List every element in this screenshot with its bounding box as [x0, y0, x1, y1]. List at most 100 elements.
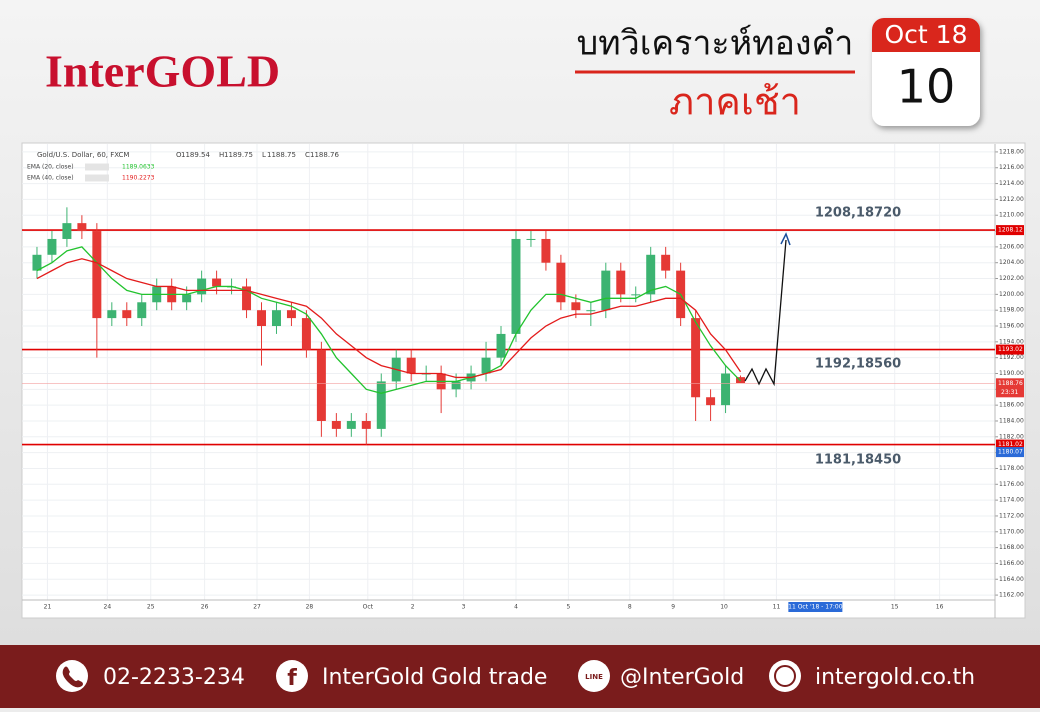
legend-name: EMA (40, close): [27, 175, 74, 182]
y-tick-label: 1168.00: [999, 544, 1024, 551]
x-tick-label: 26: [201, 604, 209, 611]
ohlc-value: 1189.75: [224, 151, 253, 159]
candle-body: [556, 262, 566, 303]
candle-body: [496, 333, 506, 358]
candle-body: [47, 238, 57, 255]
chart-panel: [21, 142, 1026, 619]
legend-value: 1190.2273: [122, 175, 155, 182]
x-tick-label: 27: [253, 604, 261, 611]
legend-name: EMA (20, close): [27, 164, 74, 171]
subtitle: ภาคเช้า: [669, 80, 801, 124]
x-tick-label: 3: [462, 604, 466, 611]
y-tick-label: 1206.00: [999, 243, 1024, 250]
y-tick-label: 1190.00: [999, 370, 1024, 377]
candle-body: [706, 397, 716, 406]
candle-body: [601, 270, 611, 311]
cursor-label: 11 Oct '18 - 17:00: [788, 604, 843, 611]
symbol: Gold/U.S. Dollar, 60, FXCM: [37, 151, 129, 159]
x-tick-label: 21: [44, 604, 52, 611]
level-badge: [996, 225, 1024, 236]
candle-body: [346, 420, 356, 429]
web-glyph: [774, 665, 796, 687]
y-tick-label: 1186.00: [999, 402, 1024, 409]
phone: 02-2233-234: [103, 665, 245, 690]
level-badge-label: 1208.12: [998, 227, 1023, 234]
candle-body: [361, 420, 371, 429]
line-glyph: LINE: [585, 673, 603, 681]
projection-arrow: [780, 232, 791, 246]
x-tick-label: 24: [104, 604, 112, 611]
cursor-label-bg: [788, 602, 843, 612]
ohlc-value: 1189.54: [181, 151, 210, 159]
candle-body: [451, 381, 461, 390]
y-tick-label: 1166.00: [999, 560, 1024, 567]
ohlc-letter: L: [262, 151, 266, 159]
level-badge-label: 1193.02: [998, 346, 1023, 353]
ohlc-value: 1188.76: [310, 151, 339, 159]
ohlc-letter: H: [219, 151, 224, 159]
x-tick-label: 11: [773, 604, 781, 611]
ohlc-letter: O: [176, 151, 182, 159]
x-tick-label: 25: [147, 604, 155, 611]
y-tick-label: 1212.00: [999, 196, 1024, 203]
x-tick-label: 15: [891, 604, 899, 611]
y-tick-label: 1192.00: [999, 354, 1024, 361]
countdown: 23:31: [1001, 389, 1018, 396]
last-price-badge: [996, 378, 1024, 398]
title: บทวิเคราะห์ทองคำ: [577, 24, 854, 64]
y-tick-label: 1214.00: [999, 180, 1024, 187]
y-tick-label: 1216.00: [999, 164, 1024, 171]
legend-chip: [85, 174, 109, 182]
y-tick-label: 1184.00: [999, 417, 1024, 424]
x-tick-label: 2: [411, 604, 415, 611]
y-tick-label: 1174.00: [999, 497, 1024, 504]
ema-line: [36, 258, 742, 379]
y-tick-label: 1198.00: [999, 307, 1024, 314]
legend-value: 1189.0633: [122, 164, 155, 171]
x-tick-label: 16: [936, 604, 944, 611]
candle-body: [242, 286, 252, 311]
y-tick-label: 1210.00: [999, 212, 1024, 219]
y-tick-label: 1200.00: [999, 291, 1024, 298]
level-annotation: 1181,18450: [815, 453, 901, 468]
y-tick-label: 1196.00: [999, 323, 1024, 330]
x-tick-label: 10: [720, 604, 728, 611]
facebook-icon: [276, 660, 308, 692]
calendar: [872, 18, 980, 126]
chart: 1162.00 1164.00 1166.00 1168.00 1170.00 1172.…: [22, 144, 1024, 618]
candle-body: [661, 254, 671, 271]
candle-body: [197, 278, 207, 295]
brand: InterGOLD: [45, 46, 280, 97]
level-annotation: 1208,18720: [815, 206, 901, 221]
projection: [744, 239, 787, 387]
web-icon: [769, 660, 801, 692]
candle-body: [301, 318, 311, 350]
x-tick-label: 9: [671, 604, 675, 611]
calendar-month: Oct 18: [885, 20, 968, 49]
candle-body: [691, 318, 701, 398]
y-tick-label: 1162.00: [999, 592, 1024, 599]
candle-body: [286, 310, 296, 319]
candle-body: [212, 278, 222, 287]
footer-band: [0, 645, 1040, 708]
candle-body: [331, 420, 341, 429]
last-price-label: 1188.76: [998, 380, 1023, 387]
y-tick-label: 1176.00: [999, 481, 1024, 488]
candle-body: [62, 223, 72, 239]
candle-body: [406, 357, 416, 374]
line-id: @InterGold: [620, 665, 744, 690]
candle-body: [721, 373, 731, 406]
phone-icon: [56, 660, 88, 692]
candle-body: [571, 302, 581, 311]
candle-body: [481, 357, 491, 374]
level-badge-label: 1181.02: [998, 441, 1023, 448]
calendar-top: [872, 18, 980, 52]
y-tick-label: 1172.00: [999, 512, 1024, 519]
bid-badge: [996, 447, 1024, 458]
y-tick-label: 1164.00: [999, 576, 1024, 583]
candle-body: [137, 302, 147, 319]
ema-line: [36, 246, 741, 394]
candle-body: [631, 294, 641, 296]
x-tick-label: 5: [566, 604, 570, 611]
